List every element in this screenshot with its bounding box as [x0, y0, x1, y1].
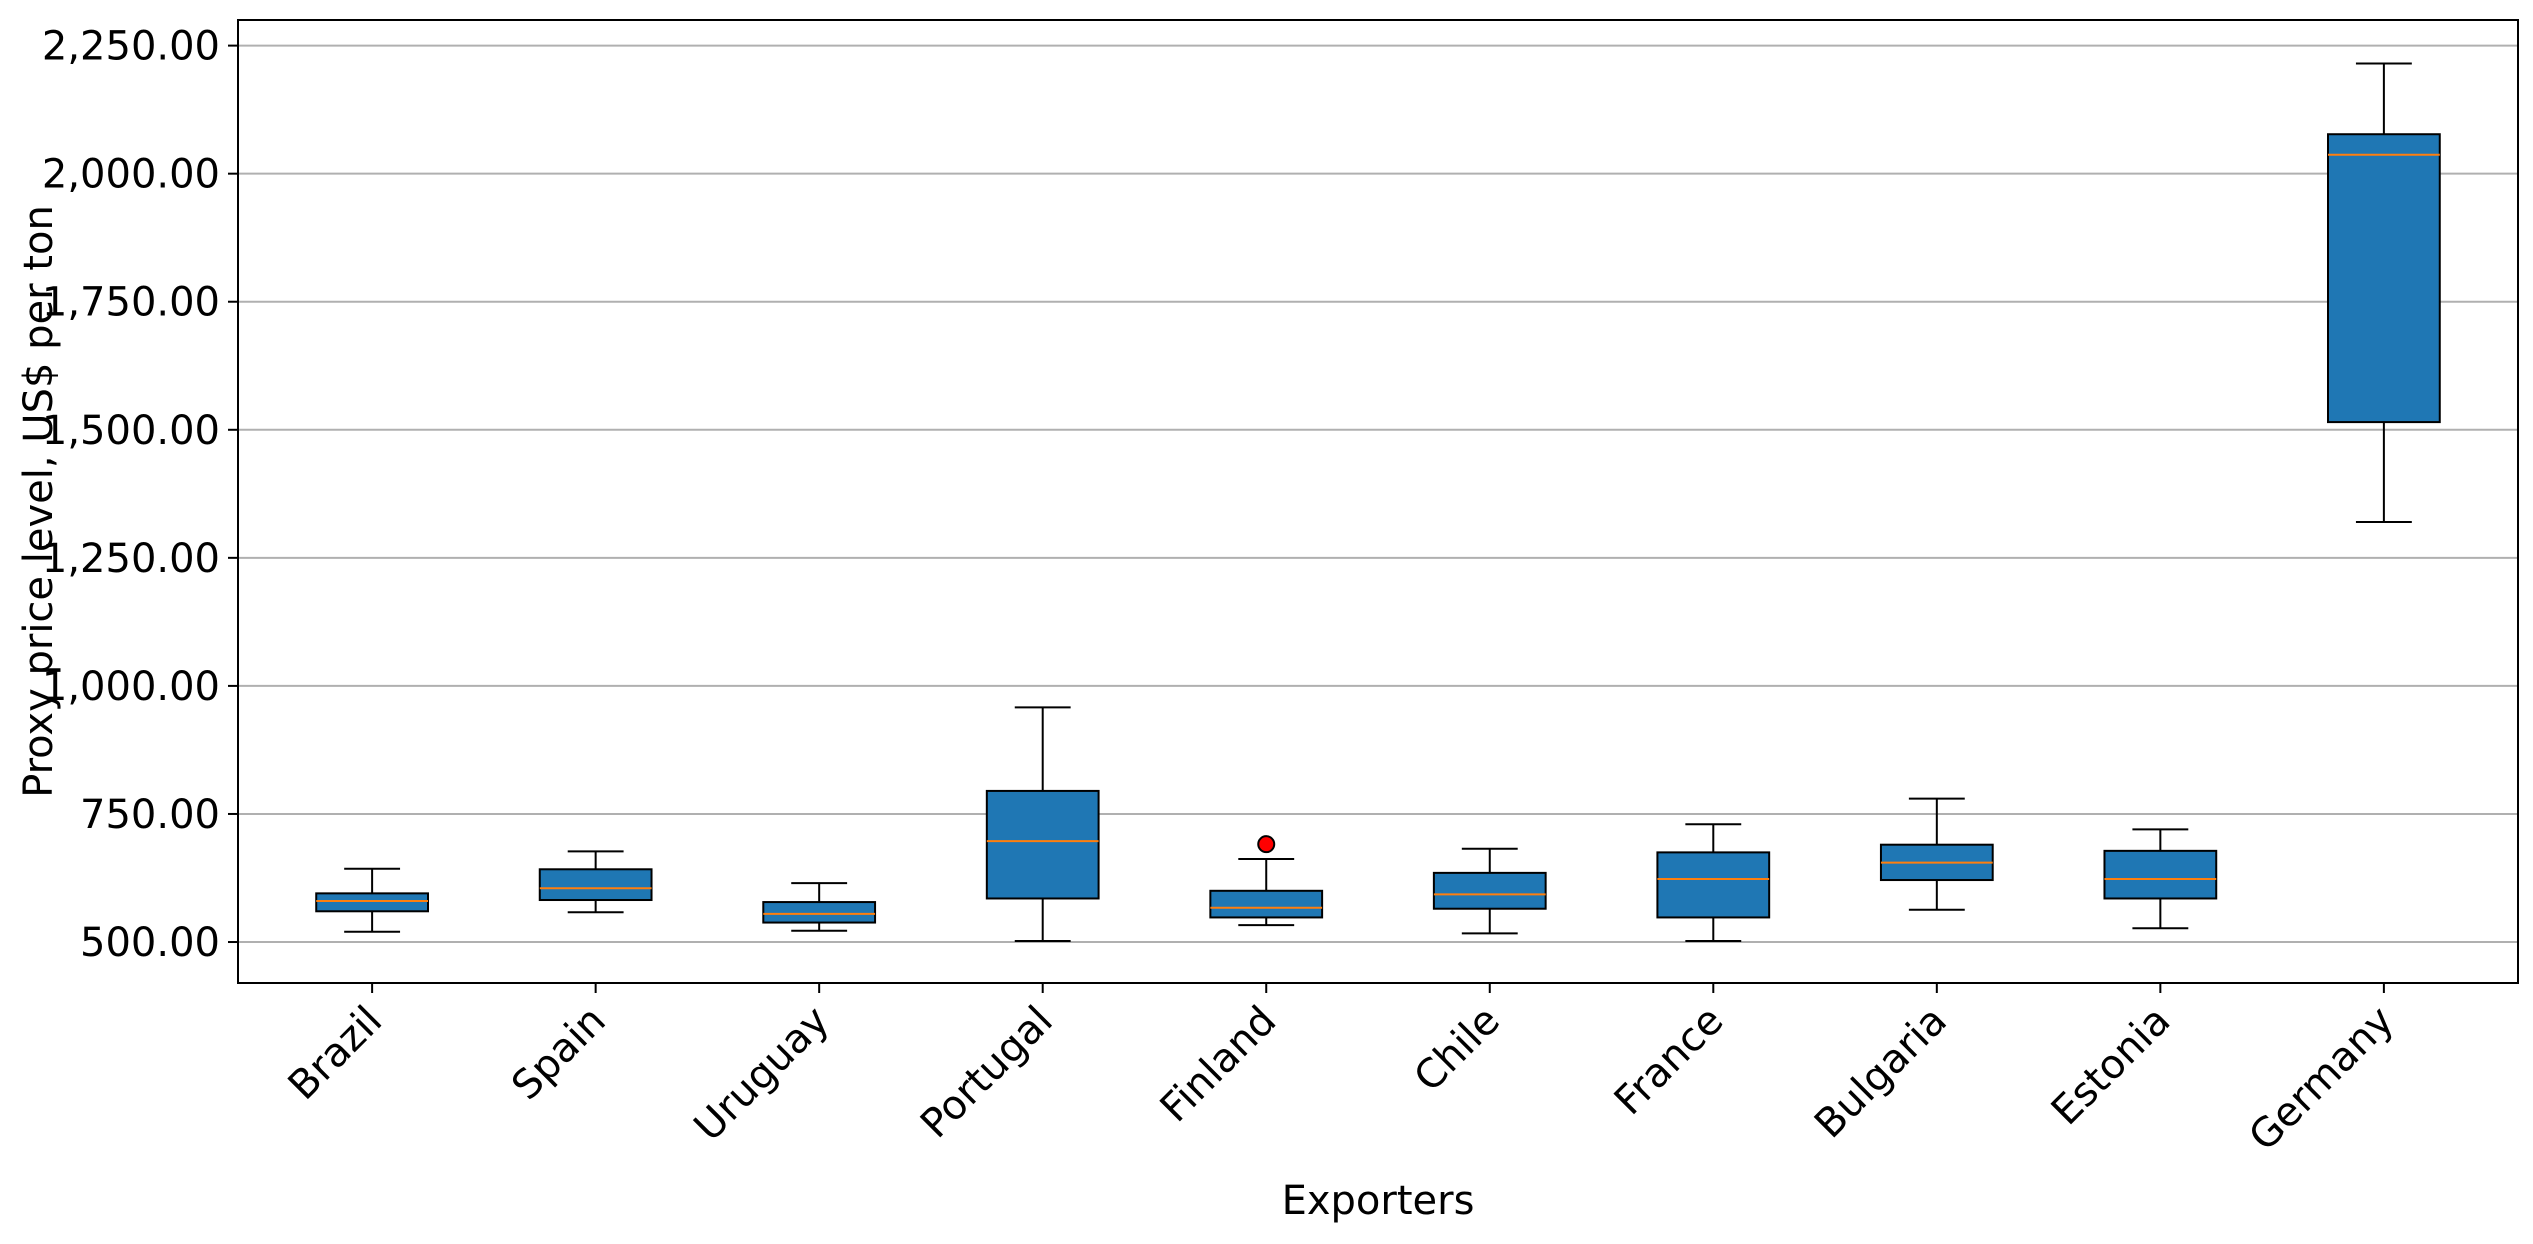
x-tick-label: Portugal	[912, 998, 1062, 1148]
x-tick-label: Finland	[1152, 998, 1286, 1132]
box-estonia	[2103, 828, 2218, 930]
box-portugal	[985, 706, 1100, 942]
x-tick-label: Bulgaria	[1806, 998, 1956, 1148]
box-iqr	[1209, 889, 1324, 919]
y-tick-label: 2,250.00	[42, 24, 220, 70]
x-tick-label: France	[1606, 998, 1733, 1125]
box-uruguay	[762, 882, 877, 932]
box-iqr	[2103, 849, 2218, 900]
x-axis-ticks: Brazil Spain Uruguay Portugal Finland Chile Fr…	[280, 983, 2403, 1160]
y-tick-label: 1,250.00	[42, 536, 220, 582]
box-germany	[2327, 62, 2441, 523]
y-tick-label: 2,000.00	[42, 152, 220, 198]
x-tick-label: Chile	[1406, 998, 1509, 1101]
y-tick-label: 1,750.00	[42, 280, 220, 326]
x-tick-label: Estonia	[2043, 998, 2180, 1135]
box-france	[1656, 823, 1771, 942]
box-iqr	[315, 892, 429, 913]
y-tick-label: 1,000.00	[42, 664, 220, 710]
box-finland	[1209, 835, 1324, 927]
grid-lines	[238, 44, 2518, 944]
outlier-point	[1257, 835, 1276, 854]
box-chile	[1432, 847, 1547, 935]
x-tick-label: Uruguay	[686, 998, 839, 1151]
box-iqr	[538, 868, 653, 902]
x-axis-label: Exporters	[1282, 1178, 1475, 1224]
box-brazil	[315, 867, 429, 933]
y-axis-label: Proxy price level, US$ per ton	[16, 205, 62, 798]
box-iqr	[985, 789, 1100, 900]
y-tick-label: 500.00	[80, 920, 220, 966]
box-iqr	[1432, 871, 1547, 910]
x-tick-label: Germany	[2240, 998, 2403, 1161]
x-tick-label: Brazil	[280, 998, 391, 1109]
y-tick-label: 1,500.00	[42, 408, 220, 454]
y-tick-label: 750.00	[80, 792, 220, 838]
box-spain	[538, 850, 653, 914]
boxes	[315, 62, 2441, 942]
box-iqr	[762, 901, 877, 924]
box-iqr	[1656, 851, 1771, 919]
box-bulgaria	[1879, 797, 1994, 911]
x-tick-label: Spain	[503, 998, 615, 1110]
y-axis-ticks: 500.00 750.00 1,000.00 1,250.00 1,500.00 1,75…	[42, 24, 238, 966]
plot-area-frame	[237, 19, 2519, 984]
box-iqr	[2327, 133, 2441, 424]
